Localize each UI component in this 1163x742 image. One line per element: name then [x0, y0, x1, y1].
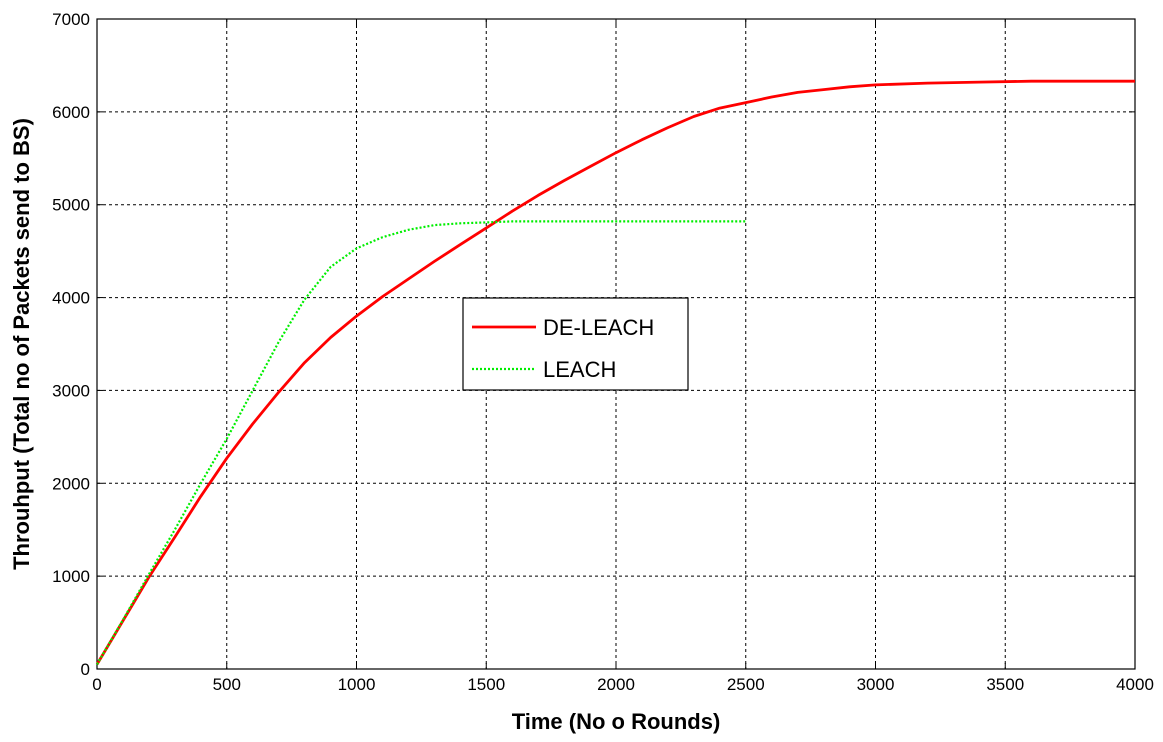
y-tick-label: 7000: [52, 10, 90, 29]
y-axis-title: Throuhput (Total no of Packets send to B…: [9, 118, 34, 570]
legend: DE-LEACH LEACH: [462, 297, 689, 391]
x-tick-label: 1500: [467, 675, 505, 694]
y-tick-label: 6000: [52, 103, 90, 122]
x-tick-label: 1000: [338, 675, 376, 694]
series-line-de-leach: [95, 79, 1135, 666]
y-tick-label: 4000: [52, 289, 90, 308]
x-tick-label: 4000: [1116, 675, 1154, 694]
y-tick-label: 2000: [52, 474, 90, 493]
y-tick-label: 3000: [52, 381, 90, 400]
legend-label-de-leach: DE-LEACH: [543, 315, 654, 340]
series-layer: [95, 79, 1135, 666]
y-tick-label: 5000: [52, 196, 90, 215]
legend-label-leach: LEACH: [543, 357, 616, 382]
x-tick-label: 3000: [857, 675, 895, 694]
tick-labels: 0 500 1000 1500 2000 2500 3000 3500 4000 0 1000 200…: [52, 10, 1154, 694]
x-tick-label: 0: [92, 675, 101, 694]
legend-box: [462, 297, 689, 391]
x-axis-title: Time (No o Rounds): [512, 709, 721, 734]
y-tick-label: 0: [81, 660, 90, 679]
x-tick-label: 500: [213, 675, 241, 694]
x-tick-label: 2000: [597, 675, 635, 694]
x-tick-label: 2500: [727, 675, 765, 694]
y-tick-label: 1000: [52, 567, 90, 586]
x-tick-label: 3500: [986, 675, 1024, 694]
